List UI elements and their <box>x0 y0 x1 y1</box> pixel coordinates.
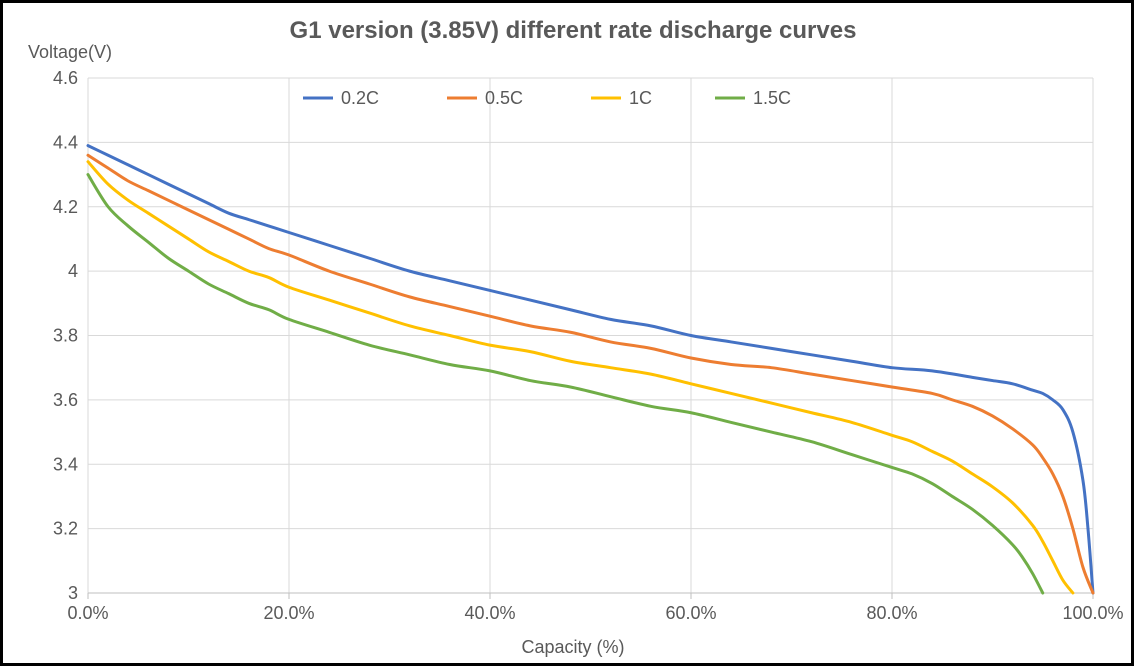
x-tick-label: 20.0% <box>263 603 314 623</box>
y-tick-label: 4 <box>68 261 78 281</box>
series-line <box>88 155 1093 593</box>
y-tick-label: 4.4 <box>53 132 78 152</box>
y-tick-label: 3.8 <box>53 326 78 346</box>
legend-label: 1C <box>629 88 652 108</box>
series-group <box>88 146 1093 593</box>
series-line <box>88 175 1043 593</box>
x-axis-title: Capacity (%) <box>521 637 624 657</box>
chart-title: G1 version (3.85V) different rate discha… <box>290 17 857 44</box>
x-axis: 0.0% 20.0% 40.0% 60.0% 80.0% 100.0% <box>67 593 1123 623</box>
x-tick-label: 100.0% <box>1062 603 1123 623</box>
y-axis-title: Voltage(V) <box>28 42 112 62</box>
x-tick-label: 60.0% <box>665 603 716 623</box>
x-tick-label: 0.0% <box>67 603 108 623</box>
y-tick-label: 3 <box>68 583 78 603</box>
y-tick-label: 4.2 <box>53 197 78 217</box>
y-tick-label: 3.2 <box>53 519 78 539</box>
chart-frame: 3 3.2 3.4 3.6 3.8 4 4.2 4.4 4.6 0.0% 20.0% 40.0% 60… <box>0 0 1134 666</box>
series-line <box>88 146 1093 593</box>
grid <box>88 78 1093 593</box>
legend-label: 1.5C <box>753 88 791 108</box>
y-tick-label: 4.6 <box>53 68 78 88</box>
legend-label: 0.5C <box>485 88 523 108</box>
y-axis: 3 3.2 3.4 3.6 3.8 4 4.2 4.4 4.6 <box>53 68 78 603</box>
x-tick-label: 80.0% <box>866 603 917 623</box>
legend: 0.2C 0.5C 1C 1.5C <box>303 88 791 108</box>
y-tick-label: 3.6 <box>53 390 78 410</box>
chart-svg: 3 3.2 3.4 3.6 3.8 4 4.2 4.4 4.6 0.0% 20.0% 40.0% 60… <box>3 3 1131 663</box>
legend-label: 0.2C <box>341 88 379 108</box>
y-tick-label: 3.4 <box>53 454 78 474</box>
x-tick-label: 40.0% <box>464 603 515 623</box>
